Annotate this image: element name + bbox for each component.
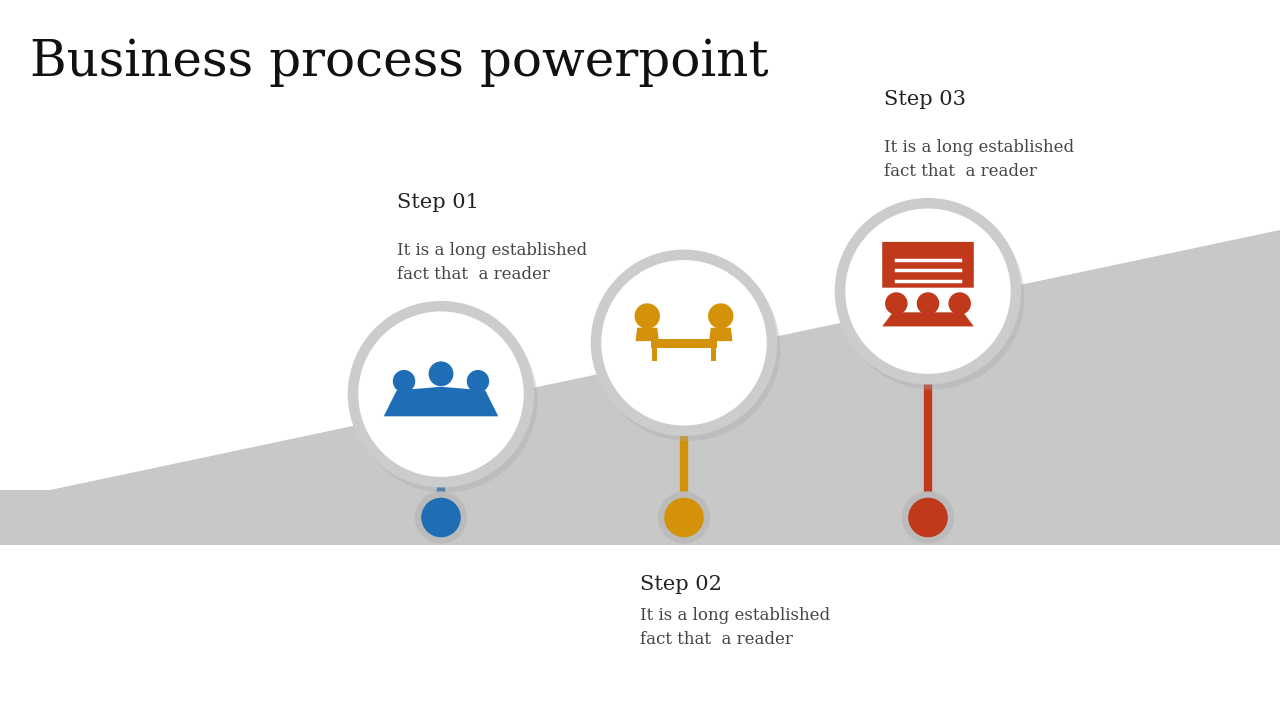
Polygon shape	[650, 339, 718, 348]
Circle shape	[602, 260, 767, 426]
Circle shape	[708, 303, 733, 329]
Circle shape	[845, 209, 1011, 374]
Polygon shape	[50, 230, 1280, 490]
Circle shape	[948, 292, 972, 315]
Polygon shape	[0, 490, 1280, 545]
Circle shape	[909, 498, 947, 537]
Polygon shape	[384, 387, 498, 416]
Circle shape	[902, 491, 954, 544]
Circle shape	[415, 491, 467, 544]
Circle shape	[658, 491, 710, 544]
Circle shape	[421, 498, 461, 537]
Ellipse shape	[429, 361, 453, 386]
Text: Step 01: Step 01	[397, 194, 479, 212]
Circle shape	[664, 498, 704, 537]
Polygon shape	[635, 328, 659, 341]
Circle shape	[884, 292, 908, 315]
Ellipse shape	[467, 370, 489, 392]
Ellipse shape	[393, 370, 415, 392]
Circle shape	[835, 198, 1021, 384]
Text: It is a long established
fact that  a reader: It is a long established fact that a rea…	[397, 243, 588, 283]
Text: Step 02: Step 02	[640, 575, 722, 594]
Circle shape	[348, 301, 534, 487]
Circle shape	[352, 307, 538, 492]
Polygon shape	[653, 348, 657, 361]
Circle shape	[591, 250, 777, 436]
Circle shape	[840, 204, 1024, 390]
Text: Step 03: Step 03	[884, 91, 966, 109]
Text: It is a long established
fact that  a reader: It is a long established fact that a rea…	[640, 607, 831, 647]
Polygon shape	[709, 328, 732, 341]
Circle shape	[916, 292, 940, 315]
Text: Business process powerpoint: Business process powerpoint	[29, 38, 768, 87]
Circle shape	[595, 256, 781, 441]
Polygon shape	[710, 348, 716, 361]
Text: It is a long established
fact that  a reader: It is a long established fact that a rea…	[884, 140, 1074, 180]
Polygon shape	[882, 312, 974, 326]
Circle shape	[635, 303, 660, 329]
Circle shape	[358, 312, 524, 477]
FancyBboxPatch shape	[882, 242, 974, 288]
